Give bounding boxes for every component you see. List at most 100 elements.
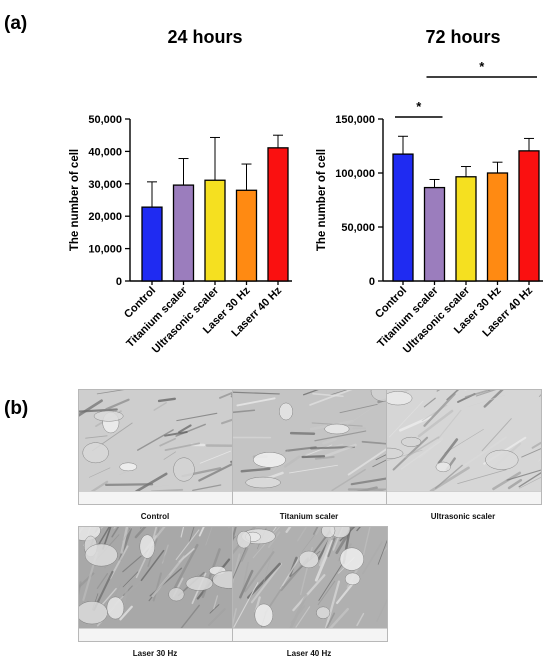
y-tick-label: 20,000 xyxy=(88,211,122,223)
significance-marker: * xyxy=(479,59,485,74)
micrograph-feature xyxy=(370,390,387,402)
bar xyxy=(423,186,446,282)
micrograph-feature xyxy=(185,576,214,591)
micrograph-feature xyxy=(212,570,233,589)
micrograph-feature xyxy=(387,391,413,406)
micrograph-feature xyxy=(401,436,422,447)
micrograph-streak xyxy=(492,471,522,491)
micrograph-streak xyxy=(118,527,132,562)
micrograph-feature xyxy=(168,587,185,602)
micrograph-streak xyxy=(140,549,165,582)
micrograph-streak xyxy=(392,436,429,471)
micrograph-feature xyxy=(324,423,350,435)
micrograph-streak xyxy=(105,483,154,486)
significance-marker: * xyxy=(416,99,422,114)
micrograph-streak xyxy=(324,580,341,629)
micrograph-streak xyxy=(163,451,177,460)
micrograph-control xyxy=(78,389,234,505)
panel-a-label: (a) xyxy=(4,13,27,34)
micrograph-streak xyxy=(179,604,200,629)
y-tick-label: 30,000 xyxy=(88,179,122,191)
micrograph-feature xyxy=(82,442,109,464)
micrograph-streak xyxy=(464,390,493,398)
micrograph-texture xyxy=(79,390,233,492)
micrograph-streak xyxy=(178,424,192,434)
micrograph-streak xyxy=(137,429,174,451)
micrograph-label-ultrasonic: Ultrasonic scaler xyxy=(430,512,496,521)
y-tick-label: 50,000 xyxy=(341,222,375,234)
micrograph-streak xyxy=(240,547,249,562)
micrograph-info-bar xyxy=(233,491,387,504)
chart-24-hours: 24 hours The number of cell 0 10,000 20,000 3… xyxy=(69,27,292,356)
micrograph-streak xyxy=(233,608,237,627)
micrograph-feature xyxy=(339,547,365,571)
micrograph-info-bar xyxy=(79,491,233,504)
micrograph-titanium-scaler xyxy=(232,389,388,505)
micrograph-streak xyxy=(318,558,346,601)
micrograph-streak xyxy=(209,604,220,614)
y-tick-label: 100,000 xyxy=(335,168,375,180)
micrograph-streak xyxy=(96,390,125,395)
micrograph-streak xyxy=(437,438,459,465)
bar xyxy=(518,150,540,282)
y-tick-label: 0 xyxy=(116,276,122,288)
micrograph-feature xyxy=(253,452,286,468)
micrograph-streak xyxy=(175,423,206,437)
micrograph-streak xyxy=(176,412,218,422)
micrograph-streak xyxy=(150,485,169,488)
micrograph-streak xyxy=(375,453,387,461)
micrograph-feature xyxy=(173,457,195,482)
micrograph-feature xyxy=(236,530,252,549)
micrograph-feature xyxy=(84,543,118,567)
micrograph-laser-30hz xyxy=(78,526,234,642)
y-tick-label: 10,000 xyxy=(88,244,122,256)
micrograph-streak xyxy=(119,605,133,621)
micrograph-streak xyxy=(315,527,322,535)
micrograph-laser-40hz xyxy=(232,526,388,642)
micrograph-streak xyxy=(279,554,302,590)
y-axis-label: The number of cell xyxy=(316,149,328,251)
micrograph-streak xyxy=(289,431,316,436)
micrograph-streak xyxy=(109,545,129,580)
micrograph-streak xyxy=(207,608,226,627)
micrograph-streak xyxy=(356,612,365,627)
micrograph-streak xyxy=(463,436,507,466)
micrograph-streak xyxy=(111,527,120,538)
bar xyxy=(267,147,289,282)
bar xyxy=(141,206,163,282)
micrograph-streak xyxy=(151,555,186,598)
chart-title: 72 hours xyxy=(425,27,500,47)
micrograph-streak xyxy=(164,431,188,437)
micrograph-feature xyxy=(387,447,404,460)
micrograph-streak xyxy=(79,399,103,417)
micrograph-streak xyxy=(295,606,311,628)
micrograph-streak xyxy=(376,598,387,622)
bar xyxy=(486,172,509,282)
micrograph-streak xyxy=(79,581,82,596)
bar xyxy=(235,189,258,282)
micrograph-streak xyxy=(233,409,256,414)
micrograph-streak xyxy=(312,527,319,535)
micrograph-streak xyxy=(519,476,541,489)
micrograph-streak xyxy=(466,394,506,408)
micrograph-streak xyxy=(475,390,497,397)
micrograph-feature xyxy=(139,534,156,559)
micrograph-streak xyxy=(312,392,344,397)
micrograph-streak xyxy=(521,448,541,458)
micrograph-background xyxy=(79,390,233,492)
y-tick-label: 0 xyxy=(369,276,375,288)
micrograph-streak xyxy=(531,441,541,449)
micrograph-streak xyxy=(233,582,259,628)
micrograph-streak xyxy=(205,527,213,546)
micrograph-label-laser-30hz: Laser 30 Hz xyxy=(132,649,178,658)
micrograph-streak xyxy=(350,477,387,486)
bar xyxy=(455,176,477,282)
micrograph-feature xyxy=(93,410,124,422)
micrograph-streak xyxy=(389,400,424,438)
micrograph-streak xyxy=(213,595,219,610)
micrograph-info-bar xyxy=(79,628,233,641)
micrograph-streak xyxy=(135,472,168,492)
micrograph-streak xyxy=(297,527,308,542)
micrograph-streak xyxy=(347,448,387,476)
micrograph-streak xyxy=(233,391,280,395)
